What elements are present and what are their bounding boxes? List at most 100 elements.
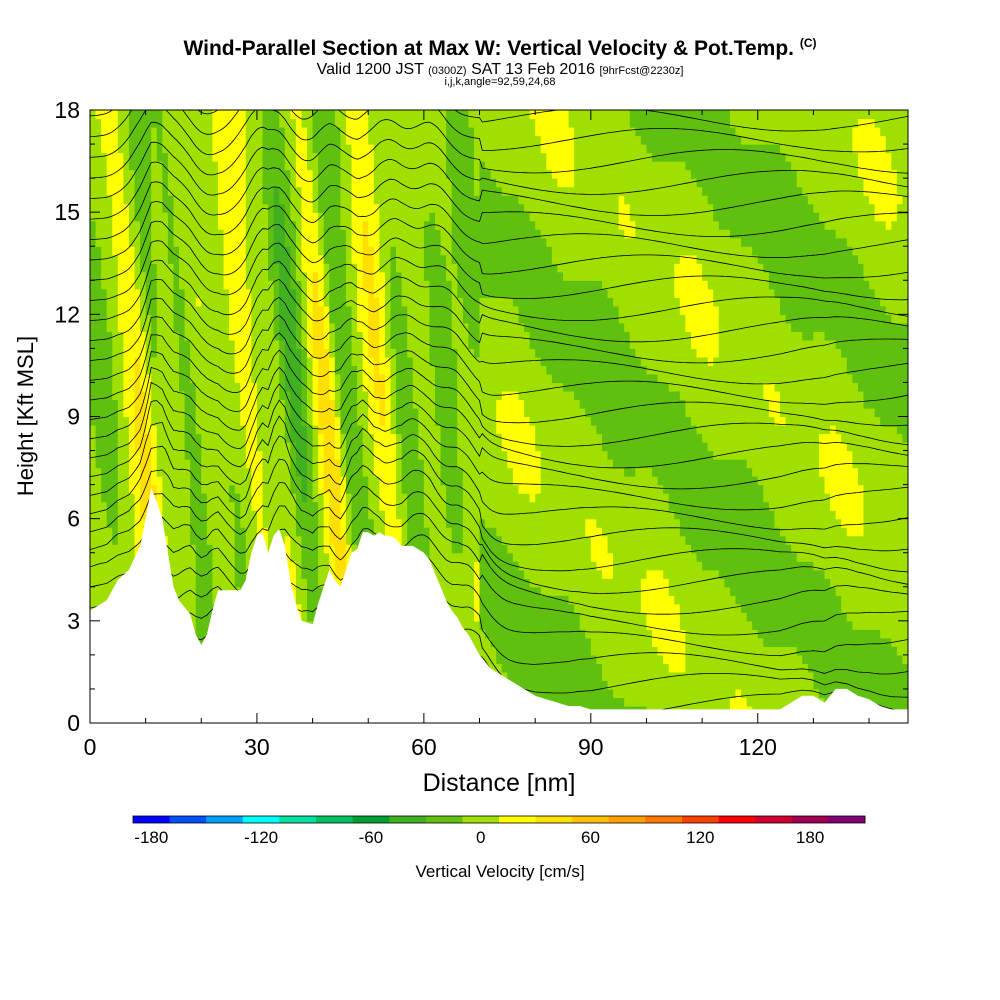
- velocity-cell: [468, 254, 475, 264]
- velocity-cell: [295, 212, 303, 222]
- velocity-cell: [307, 561, 314, 571]
- velocity-cell: [184, 271, 191, 281]
- velocity-cell: [106, 195, 113, 205]
- velocity-cell: [440, 331, 447, 341]
- velocity-cell: [284, 518, 291, 528]
- velocity-cell: [273, 220, 280, 230]
- velocity-cell: [457, 425, 464, 435]
- velocity-cell: [412, 527, 419, 537]
- velocity-cell: [451, 450, 458, 460]
- velocity-cell: [179, 339, 186, 349]
- velocity-cell: [457, 118, 464, 128]
- velocity-cell: [206, 484, 214, 494]
- velocity-cell: [446, 135, 453, 145]
- velocity-cell: [256, 425, 264, 435]
- velocity-cell: [251, 127, 258, 137]
- velocity-cell: [167, 263, 175, 273]
- velocity-cell: [468, 527, 475, 537]
- velocity-cell: [396, 527, 403, 537]
- velocity-cell: [179, 135, 186, 145]
- velocity-cell: [179, 450, 186, 460]
- velocity-cell: [179, 127, 186, 137]
- velocity-cell: [407, 339, 414, 349]
- velocity-cell: [401, 280, 408, 290]
- velocity-cell: [457, 322, 464, 332]
- velocity-cell: [373, 229, 380, 239]
- velocity-cell: [323, 186, 330, 196]
- velocity-cell: [418, 135, 425, 145]
- velocity-cell: [446, 527, 453, 537]
- velocity-cell: [101, 399, 108, 409]
- velocity-cell: [295, 476, 303, 486]
- velocity-cell: [179, 161, 186, 171]
- velocity-cell: [351, 161, 358, 171]
- velocity-cell: [379, 510, 386, 520]
- velocity-cell: [446, 476, 453, 486]
- velocity-cell: [462, 518, 469, 528]
- velocity-cell: [423, 493, 431, 503]
- velocity-cell: [312, 484, 319, 494]
- velocity-cell: [90, 586, 97, 596]
- velocity-cell: [217, 331, 225, 341]
- velocity-cell: [223, 442, 230, 452]
- velocity-cell: [334, 476, 342, 486]
- velocity-cell: [162, 297, 169, 307]
- velocity-cell: [262, 195, 269, 205]
- velocity-cell: [201, 544, 208, 554]
- velocity-cell: [279, 127, 286, 137]
- velocity-cell: [240, 459, 247, 469]
- velocity-cell: [268, 186, 275, 196]
- velocity-cell: [268, 246, 275, 256]
- velocity-cell: [245, 280, 252, 290]
- velocity-cell: [401, 305, 408, 315]
- velocity-cell: [357, 280, 364, 290]
- velocity-cell: [329, 467, 336, 477]
- velocity-cell: [151, 246, 158, 256]
- velocity-cell: [451, 169, 458, 179]
- velocity-cell: [290, 373, 297, 384]
- velocity-cell: [101, 288, 108, 298]
- velocity-cell: [423, 348, 431, 358]
- velocity-cell: [307, 578, 314, 588]
- velocity-cell: [95, 314, 102, 324]
- velocity-cell: [206, 552, 214, 562]
- velocity-cell: [167, 186, 175, 196]
- velocity-cell: [368, 382, 375, 392]
- velocity-cell: [301, 339, 308, 349]
- velocity-cell: [457, 212, 464, 222]
- velocity-cell: [223, 382, 230, 392]
- velocity-cell: [229, 416, 236, 426]
- velocity-cell: [451, 518, 458, 528]
- velocity-cell: [106, 339, 113, 349]
- velocity-cell: [229, 569, 236, 579]
- velocity-cell: [195, 390, 202, 401]
- velocity-cell: [262, 484, 269, 494]
- velocity-cell: [435, 373, 442, 384]
- velocity-cell: [223, 527, 230, 537]
- velocity-cell: [368, 127, 375, 137]
- velocity-cell: [373, 390, 380, 401]
- velocity-cell: [435, 178, 442, 188]
- velocity-cell: [301, 569, 308, 579]
- velocity-cell: [401, 152, 408, 162]
- velocity-cell: [212, 118, 219, 128]
- velocity-cell: [90, 169, 97, 179]
- velocity-cell: [462, 612, 469, 622]
- velocity-cell: [140, 212, 147, 222]
- velocity-cell: [451, 339, 458, 349]
- velocity-cell: [128, 220, 136, 230]
- velocity-cell: [112, 212, 119, 222]
- velocity-cell: [90, 237, 97, 247]
- velocity-cell: [195, 339, 202, 349]
- velocity-cell: [240, 152, 247, 162]
- velocity-cell: [323, 484, 330, 494]
- velocity-cell: [418, 220, 425, 230]
- velocity-cell: [217, 322, 225, 332]
- velocity-cell: [134, 305, 141, 315]
- velocity-cell: [256, 416, 264, 426]
- velocity-cell: [468, 195, 475, 205]
- velocity-cell: [329, 297, 336, 307]
- velocity-cell: [206, 442, 214, 452]
- velocity-cell: [128, 135, 136, 145]
- velocity-cell: [351, 339, 358, 349]
